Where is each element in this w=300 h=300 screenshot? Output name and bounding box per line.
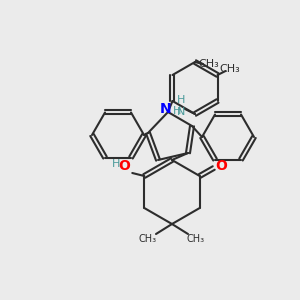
Text: N: N [160,102,172,116]
Text: H: H [173,106,181,116]
Text: O: O [118,159,130,173]
Text: O: O [215,159,227,173]
Text: H: H [112,159,121,169]
Text: CH₃: CH₃ [219,64,240,74]
Text: CH₃: CH₃ [139,234,157,244]
Text: CH₃: CH₃ [187,234,205,244]
Text: CH₃: CH₃ [199,59,219,69]
Text: H
N: H N [177,95,185,117]
